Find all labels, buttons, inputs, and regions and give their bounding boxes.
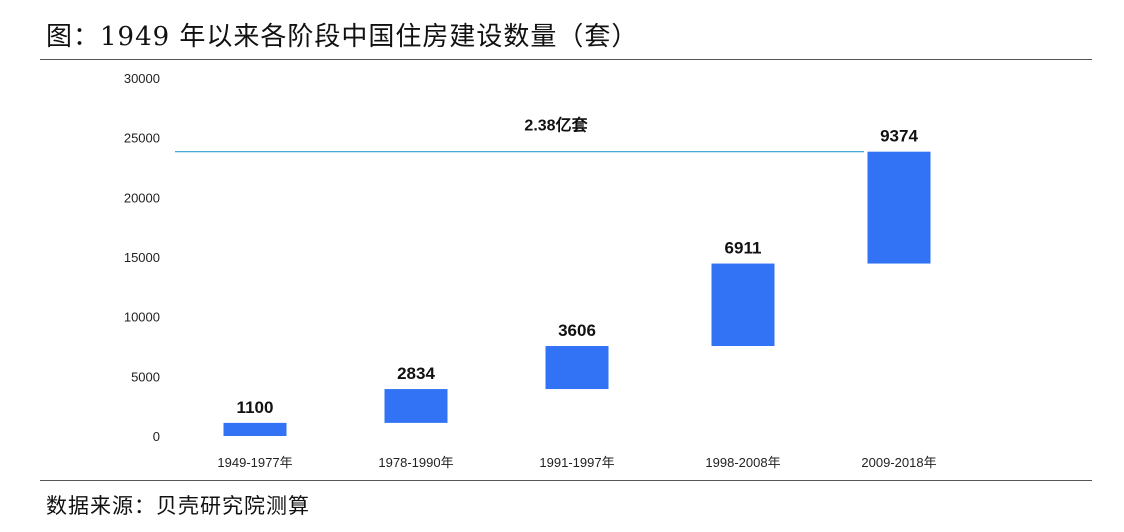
y-axis: 0 5000 10000 15000 20000 25000 30000: [124, 71, 160, 444]
x-category-label: 1978-1990年: [378, 455, 453, 470]
bars: 1100 2834 3606 6911 9374: [223, 127, 931, 436]
total-line-group: 2.38亿套: [175, 116, 864, 153]
x-axis: 1949-1977年 1978-1990年 1991-1997年 1998-2008年…: [217, 455, 936, 470]
x-category-label: 1949-1977年: [217, 455, 292, 470]
bar-2: [384, 389, 448, 423]
figure-title: 图：1949 年以来各阶段中国住房建设数量（套）: [46, 22, 639, 52]
source-note: 数据来源：贝壳研究院测算: [46, 494, 310, 518]
y-tick-label: 15000: [124, 250, 160, 265]
y-tick-label: 5000: [131, 369, 160, 384]
bar-3: [545, 346, 609, 390]
bottom-rule: [40, 480, 1092, 481]
x-category-label: 1991-1997年: [539, 455, 614, 470]
total-line-label: 2.38亿套: [524, 116, 588, 135]
y-tick-label: 10000: [124, 310, 160, 325]
x-category-label: 2009-2018年: [861, 455, 936, 470]
bar-4: [711, 263, 775, 347]
bar-value-label: 9374: [880, 127, 918, 146]
bar-value-label: 6911: [725, 239, 762, 258]
y-tick-label: 20000: [124, 190, 160, 205]
bar-value-label: 2834: [397, 364, 435, 383]
bar-5: [867, 151, 931, 264]
y-tick-label: 0: [153, 429, 160, 444]
y-tick-label: 30000: [124, 71, 160, 86]
bar-1: [223, 422, 287, 436]
waterfall-chart: 0 5000 10000 15000 20000 25000 30000 2.38亿套 11…: [124, 71, 937, 470]
y-tick-label: 25000: [124, 131, 160, 146]
bar-value-label: 3606: [558, 321, 596, 340]
bar-value-label: 1100: [237, 398, 274, 417]
x-category-label: 1998-2008年: [705, 455, 780, 470]
top-rule: [40, 59, 1092, 60]
